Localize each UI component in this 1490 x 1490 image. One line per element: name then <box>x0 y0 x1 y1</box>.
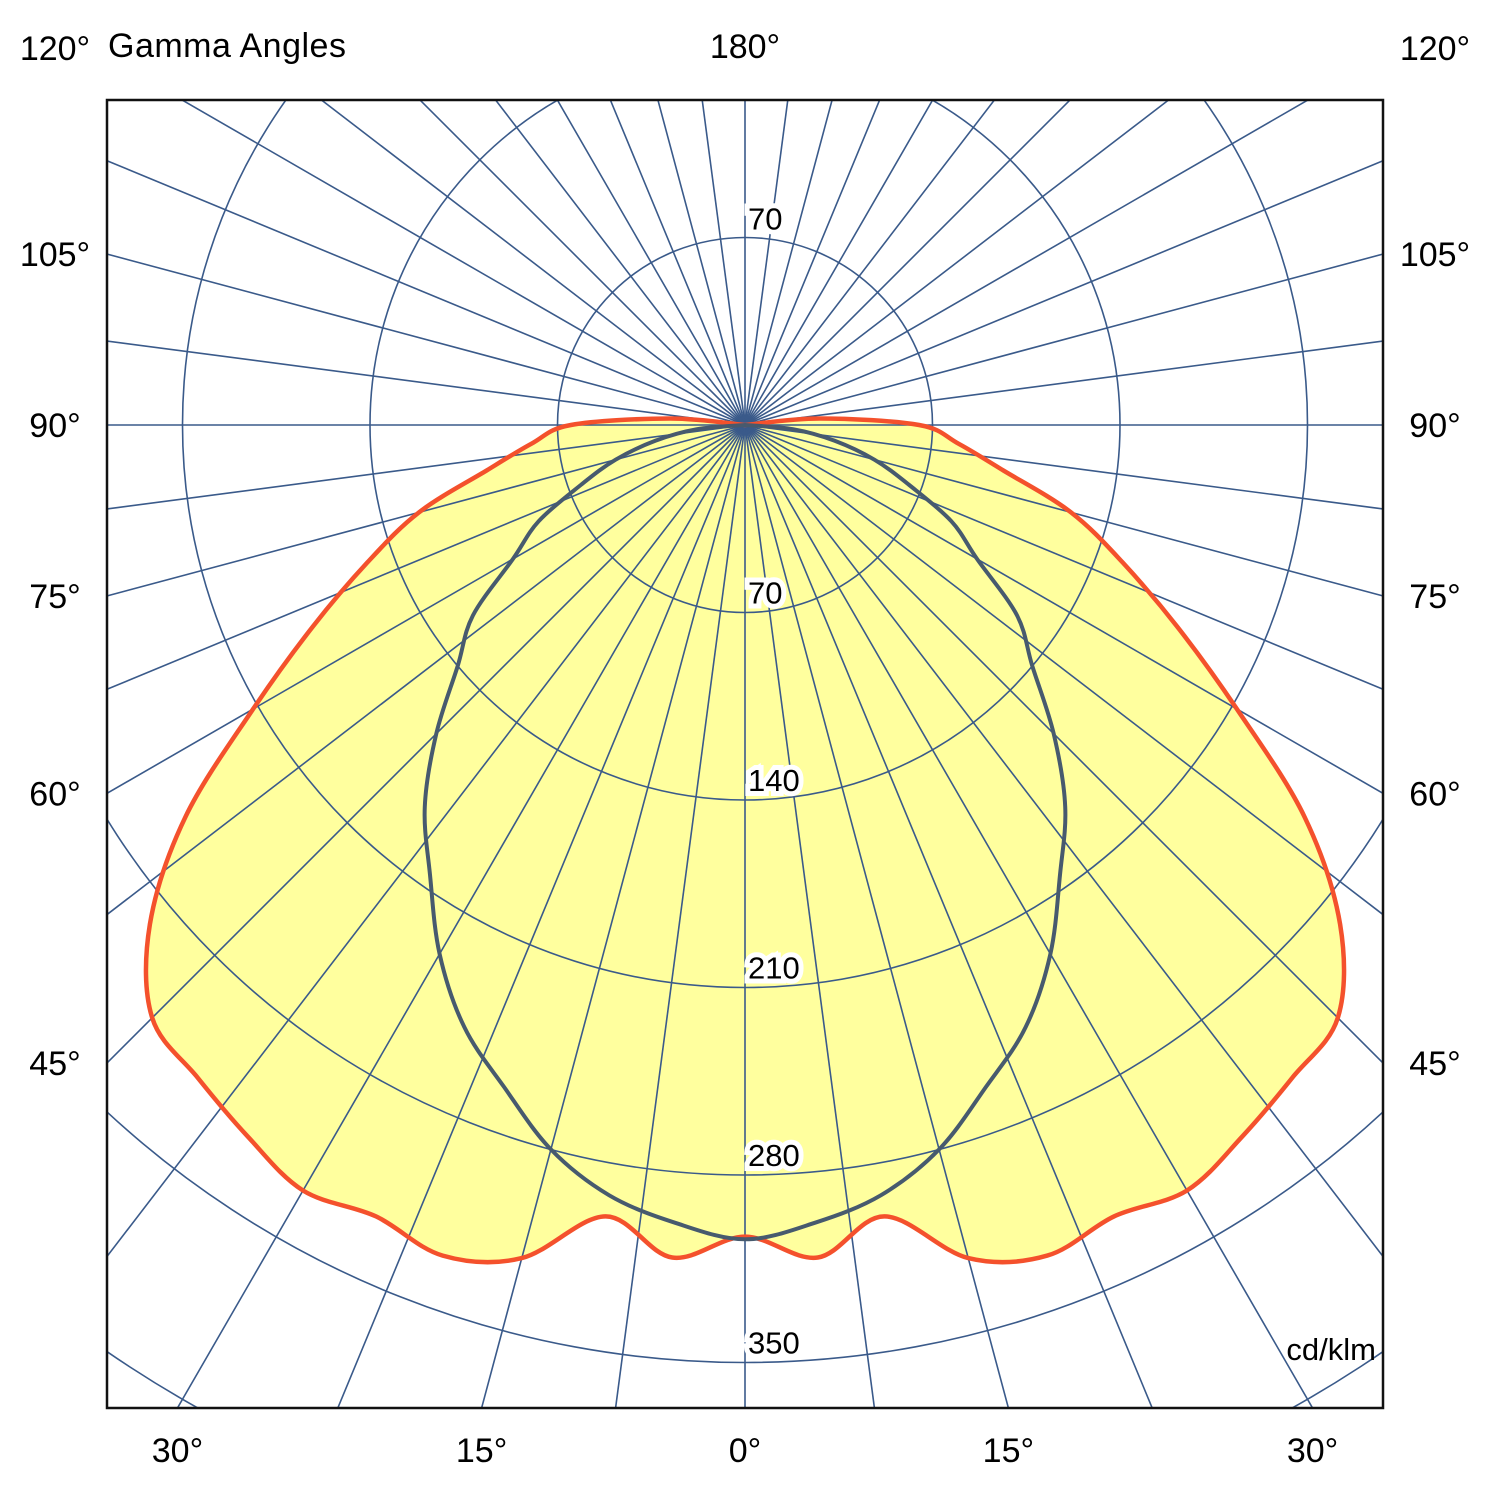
grid-ray <box>744 424 1383 691</box>
curves-layer <box>143 416 1347 1265</box>
grid-ray <box>744 424 1383 597</box>
grid-ray <box>744 100 789 426</box>
radial-tick-label-top: 70 <box>748 202 782 237</box>
grid-ray <box>107 424 746 510</box>
grid-ray <box>176 424 746 1408</box>
grid-ray <box>107 424 746 597</box>
gamma-angle-label-bottom: 15° <box>456 1432 507 1470</box>
grid-ray <box>107 340 746 426</box>
gamma-angle-label-left: 90° <box>29 407 80 445</box>
grid-ray <box>107 159 746 426</box>
chart-title: Gamma Angles <box>108 27 347 65</box>
grid-ray <box>744 253 1383 426</box>
grid-ray <box>107 424 746 795</box>
grid-ray <box>107 424 746 1065</box>
grid-ray <box>744 340 1383 426</box>
gamma-angle-label-right: 45° <box>1409 1045 1460 1083</box>
gamma-angle-label-bottom: 30° <box>1287 1432 1338 1470</box>
grid-ray <box>744 424 876 1408</box>
grid-ray <box>107 424 746 916</box>
grid-ray <box>744 100 1170 426</box>
grid-ray <box>744 424 1154 1408</box>
grid-ray <box>320 100 746 426</box>
gamma-angle-label-right: 60° <box>1409 775 1460 813</box>
unit-label: cd/klm <box>1286 1332 1376 1367</box>
gamma-angle-label-left: 75° <box>29 578 80 616</box>
gamma-angle-label-bottom: 0° <box>729 1432 762 1470</box>
gamma-angle-label-bottom: 15° <box>983 1432 1034 1470</box>
grid-ray <box>744 100 833 426</box>
plot-box-border <box>105 98 1385 1410</box>
grid-ray <box>614 424 746 1408</box>
grid-ray <box>180 100 746 426</box>
gamma-angle-label-bottom: 30° <box>152 1432 203 1470</box>
gamma-angle-label-right: 90° <box>1409 407 1460 445</box>
grid-ray <box>480 424 746 1408</box>
radial-tick-label: 140 <box>748 763 800 798</box>
grid-ray <box>744 100 1310 426</box>
gamma-angle-label-right: 120° <box>1400 30 1470 68</box>
grid-ray <box>336 424 746 1408</box>
c90-c270-curve <box>422 423 1068 1242</box>
grid-ray <box>744 100 881 426</box>
grid-ray <box>744 424 1383 1258</box>
grid-ray <box>418 100 746 426</box>
grid-ray <box>107 424 746 691</box>
gamma-angle-label-right: 105° <box>1400 236 1470 274</box>
grid-ray <box>701 100 746 426</box>
grid-ray <box>744 424 1010 1408</box>
grid-ray <box>744 100 996 426</box>
radial-tick-label: 350 <box>748 1326 800 1361</box>
grid-ray <box>744 424 1383 795</box>
gamma-angle-label-top: 180° <box>710 28 780 66</box>
grid-ray <box>107 253 746 426</box>
grid-ray <box>657 100 746 426</box>
radial-tick-label: 210 <box>748 951 800 986</box>
radial-tick-label: 70 <box>748 576 782 611</box>
gamma-angle-label-left: 105° <box>20 236 90 274</box>
grid-ray <box>744 424 1314 1408</box>
radial-tick-label: 280 <box>748 1138 800 1173</box>
grid-ray <box>556 100 746 426</box>
grid-ray <box>609 100 746 426</box>
gamma-angle-label-right: 75° <box>1409 578 1460 616</box>
grid-ray <box>744 424 1383 916</box>
c0-c180-curve <box>143 416 1347 1265</box>
gamma-angle-label-left: 45° <box>29 1045 80 1083</box>
grid-ray <box>744 424 1383 1065</box>
grid-ray <box>744 100 934 426</box>
labels-layer: 45° 45° 60° 60° 75° 75° 90° 90° 105° 105° 120° 120°… <box>20 28 1470 1470</box>
grid-ray <box>107 424 746 1258</box>
grid-ray <box>744 424 1383 510</box>
grid-ray <box>744 159 1383 426</box>
grid-ray <box>744 100 1072 426</box>
gamma-angle-label-left: 120° <box>20 30 90 68</box>
gamma-angle-label-left: 60° <box>29 775 80 813</box>
grid-ray <box>494 100 746 426</box>
